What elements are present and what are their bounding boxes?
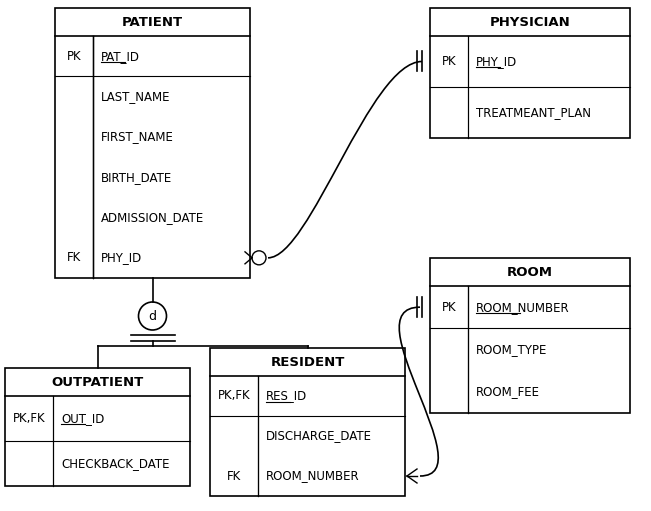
Text: FK: FK	[227, 470, 241, 482]
Bar	[210, 348, 405, 496]
Text: BIRTH_DATE: BIRTH_DATE	[101, 171, 173, 183]
Text: FK: FK	[67, 251, 81, 264]
Text: PK,FK: PK,FK	[12, 412, 46, 425]
Text: PK: PK	[441, 300, 456, 314]
Text: PHYSICIAN: PHYSICIAN	[490, 15, 570, 29]
Text: LAST_NAME: LAST_NAME	[101, 90, 171, 103]
Text: ROOM_NUMBER: ROOM_NUMBER	[266, 470, 359, 482]
Text: PHY_ID: PHY_ID	[476, 55, 518, 68]
Text: ROOM: ROOM	[507, 266, 553, 278]
Text: PK,FK: PK,FK	[217, 389, 251, 403]
Text: TREATMEANT_PLAN: TREATMEANT_PLAN	[476, 106, 591, 119]
Bar	[430, 8, 630, 138]
Bar	[430, 258, 630, 413]
Text: CHECKBACK_DATE: CHECKBACK_DATE	[61, 457, 169, 470]
Text: OUTPATIENT: OUTPATIENT	[51, 376, 144, 388]
Text: ROOM_FEE: ROOM_FEE	[476, 385, 540, 399]
Text: RESIDENT: RESIDENT	[270, 356, 344, 368]
Text: d: d	[148, 310, 156, 322]
Text: PK: PK	[66, 50, 81, 63]
Text: ROOM_NUMBER: ROOM_NUMBER	[476, 300, 570, 314]
Text: ADMISSION_DATE: ADMISSION_DATE	[101, 211, 204, 224]
Bar	[5, 368, 190, 486]
Text: PHY_ID: PHY_ID	[101, 251, 143, 264]
Text: OUT_ID: OUT_ID	[61, 412, 104, 425]
Text: DISCHARGE_DATE: DISCHARGE_DATE	[266, 430, 372, 443]
Text: PATIENT: PATIENT	[122, 15, 183, 29]
Text: RES_ID: RES_ID	[266, 389, 307, 403]
Text: PK: PK	[441, 55, 456, 68]
Bar	[55, 8, 250, 278]
Text: FIRST_NAME: FIRST_NAME	[101, 130, 174, 143]
Text: PAT_ID: PAT_ID	[101, 50, 140, 63]
Text: ROOM_TYPE: ROOM_TYPE	[476, 343, 547, 356]
